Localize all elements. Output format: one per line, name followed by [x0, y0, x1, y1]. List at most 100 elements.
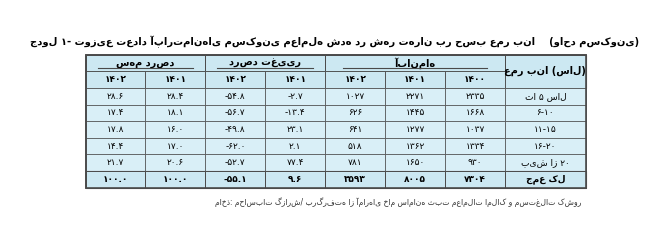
Bar: [445, 105, 505, 121]
Text: ۱۶.۰: ۱۶.۰: [167, 125, 184, 134]
Text: ۲۱.۷: ۲۱.۷: [107, 158, 124, 167]
Text: -۴۹.۸: -۴۹.۸: [225, 125, 246, 134]
Text: سهم درصد: سهم درصد: [116, 58, 175, 68]
Bar: [85, 71, 145, 88]
Text: ۱۰۲۷: ۱۰۲۷: [346, 92, 365, 101]
Bar: [265, 171, 325, 188]
Text: ۶۴۱: ۶۴۱: [348, 125, 363, 134]
Bar: [85, 71, 585, 88]
Bar: [85, 121, 145, 138]
Text: ۱۲۷۷: ۱۲۷۷: [406, 125, 425, 134]
Text: ۱۳۳۴: ۱۳۳۴: [466, 142, 484, 151]
Text: ۱۳۶۲: ۱۳۶۲: [406, 142, 424, 151]
Bar: [145, 138, 205, 155]
Text: ۲۸.۶: ۲۸.۶: [107, 92, 124, 101]
Bar: [505, 121, 585, 138]
Text: ۱۸.۱: ۱۸.۱: [167, 108, 184, 117]
Text: ۹.۶: ۹.۶: [288, 175, 303, 184]
Text: ۱۷.۰: ۱۷.۰: [167, 142, 184, 151]
Bar: [85, 138, 145, 155]
Bar: [265, 138, 325, 155]
Bar: [205, 171, 265, 188]
Text: بیش از ۲۰: بیش از ۲۰: [521, 158, 570, 167]
Bar: [445, 88, 505, 105]
Text: ۱۷.۸: ۱۷.۸: [107, 125, 125, 134]
Text: ۱۴۰۰: ۱۴۰۰: [464, 75, 486, 84]
Bar: [145, 105, 205, 121]
Text: ۷۳۰۴: ۷۳۰۴: [464, 175, 486, 184]
Bar: [505, 171, 585, 188]
Text: ۱۶۵۰: ۱۶۵۰: [406, 158, 424, 167]
Bar: [505, 55, 585, 88]
Bar: [145, 71, 205, 88]
Text: ۱۴۰۲: ۱۴۰۲: [104, 75, 126, 84]
Bar: [385, 121, 445, 138]
Text: ۱۴۰۱: ۱۴۰۱: [284, 75, 306, 84]
Bar: [445, 171, 505, 188]
Bar: [505, 105, 585, 121]
Text: ۵۱۸: ۵۱۸: [348, 142, 363, 151]
Text: ۲۲۷۱: ۲۲۷۱: [406, 92, 424, 101]
Bar: [85, 171, 145, 188]
Bar: [205, 71, 265, 88]
Text: ۷۸۱: ۷۸۱: [348, 158, 363, 167]
Bar: [325, 138, 385, 155]
Text: -۲.۷: -۲.۷: [288, 92, 303, 101]
Bar: [145, 88, 205, 105]
Bar: [445, 121, 505, 138]
Bar: [445, 138, 505, 155]
Text: ۳۵۹۳: ۳۵۹۳: [344, 175, 366, 184]
Bar: [85, 55, 585, 188]
Text: ۱۷.۴: ۱۷.۴: [107, 108, 124, 117]
Bar: [325, 88, 385, 105]
Text: ۲۸.۴: ۲۸.۴: [167, 92, 184, 101]
Text: آبان‌ماه: آبان‌ماه: [394, 57, 436, 69]
Bar: [385, 71, 445, 88]
Text: ماخذ: محاسبات گزارش/ برگرفته از آمارهای خام سامانه ثبت معاملات املاک و مستغلات ک: ماخذ: محاسبات گزارش/ برگرفته از آمارهای …: [215, 198, 582, 207]
Bar: [85, 88, 145, 105]
Bar: [325, 171, 385, 188]
Text: ۷۷.۴: ۷۷.۴: [287, 158, 304, 167]
Text: -۵۲.۷: -۵۲.۷: [225, 158, 246, 167]
Bar: [205, 88, 265, 105]
Text: -۵۴.۸: -۵۴.۸: [225, 92, 246, 101]
Text: ۹۳۰: ۹۳۰: [467, 158, 482, 167]
Bar: [205, 121, 265, 138]
Bar: [265, 121, 325, 138]
Bar: [85, 171, 585, 188]
Text: ۶۲۶: ۶۲۶: [348, 108, 363, 117]
Bar: [205, 55, 325, 71]
Text: ۸۰۰۵: ۸۰۰۵: [404, 175, 426, 184]
Text: -۵۵.۱: -۵۵.۱: [224, 175, 247, 184]
Text: ۲۰.۶: ۲۰.۶: [167, 158, 184, 167]
Bar: [385, 105, 445, 121]
Bar: [385, 88, 445, 105]
Text: جدول ۱- توزیع تعداد آپارتمان‌های مسکونی معامله شده در شهر تهران بر حسب عمر بنا  : جدول ۱- توزیع تعداد آپارتمان‌های مسکونی …: [29, 36, 639, 48]
Text: ۱۴۰۱: ۱۴۰۱: [404, 75, 426, 84]
Bar: [85, 105, 145, 121]
Bar: [205, 155, 265, 171]
Bar: [505, 155, 585, 171]
Bar: [325, 55, 505, 71]
Bar: [325, 121, 385, 138]
Text: ۱۱-۱۵: ۱۱-۱۵: [534, 125, 557, 134]
Bar: [85, 155, 145, 171]
Bar: [205, 105, 265, 121]
Bar: [505, 55, 585, 71]
Text: -۵۶.۷: -۵۶.۷: [225, 108, 246, 117]
Text: ۲.۱: ۲.۱: [289, 142, 301, 151]
Bar: [205, 138, 265, 155]
Text: -۱۳.۴: -۱۳.۴: [285, 108, 306, 117]
Bar: [325, 155, 385, 171]
Bar: [325, 105, 385, 121]
Text: ۲۳.۱: ۲۳.۱: [287, 125, 304, 134]
Bar: [85, 55, 585, 71]
Text: ۱۴.۴: ۱۴.۴: [107, 142, 124, 151]
Bar: [145, 121, 205, 138]
Text: درصد تغییر: درصد تغییر: [230, 58, 301, 68]
Bar: [145, 155, 205, 171]
Text: ۱۴۰۲: ۱۴۰۲: [224, 75, 246, 84]
Text: ۱۴۰۱: ۱۴۰۱: [164, 75, 186, 84]
Text: -۶۲.۰: -۶۲.۰: [225, 142, 246, 151]
Text: ۱۴۰۲: ۱۴۰۲: [344, 75, 366, 84]
